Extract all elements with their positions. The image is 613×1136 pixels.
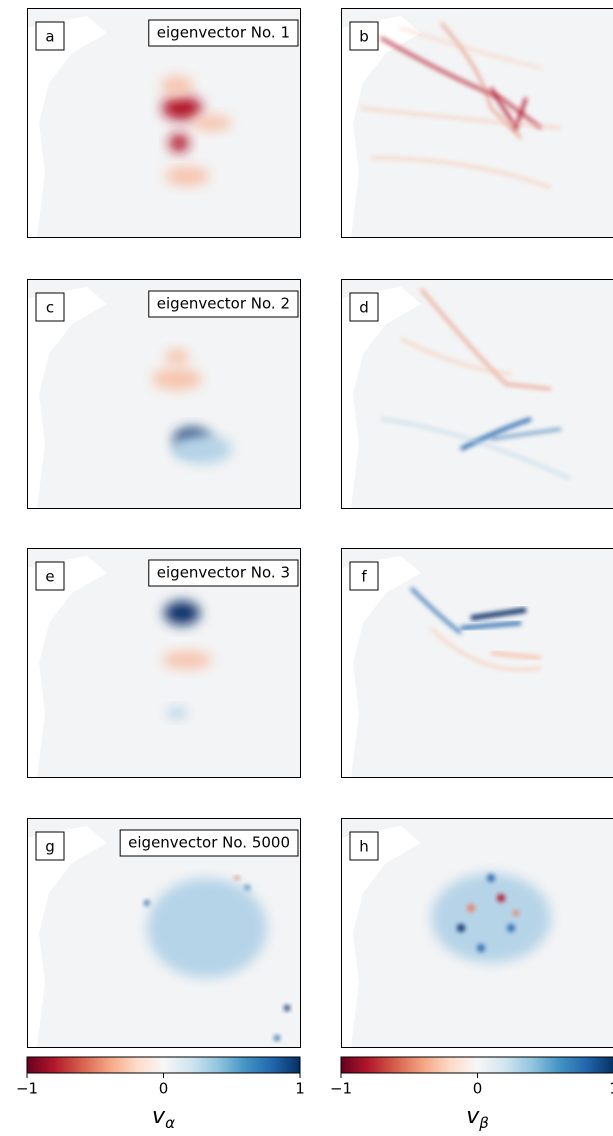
panel-label: f bbox=[361, 568, 367, 586]
colorbar-gradient bbox=[27, 1057, 300, 1073]
panel-title: eigenvector No. 5000 bbox=[128, 834, 290, 852]
colorbar-tick-label: 0 bbox=[159, 1080, 169, 1098]
field-blob bbox=[147, 878, 267, 978]
colorbar-tick-label: −1 bbox=[16, 1080, 38, 1098]
colorbar: −1 0 1 vα bbox=[16, 1057, 305, 1132]
field-blob bbox=[234, 876, 240, 880]
panel-title: eigenvector No. 2 bbox=[157, 295, 290, 313]
field-blob bbox=[477, 944, 485, 952]
colorbar-gradient bbox=[341, 1057, 613, 1073]
field-blob bbox=[431, 873, 551, 963]
field-blob bbox=[169, 134, 189, 152]
field-blob bbox=[161, 76, 193, 96]
panel-label: h bbox=[359, 838, 369, 856]
colorbar-label-sub: β bbox=[478, 1114, 489, 1132]
field-blob bbox=[457, 924, 465, 932]
panel-label: b bbox=[359, 28, 369, 46]
field-blob bbox=[192, 115, 232, 131]
field-blob bbox=[497, 894, 505, 902]
panel: f bbox=[341, 548, 613, 778]
field-blob bbox=[507, 924, 515, 932]
panel: e eigenvector No. 3 bbox=[27, 548, 301, 778]
field-blob bbox=[164, 601, 200, 625]
field-blob bbox=[162, 96, 202, 120]
colorbar-tick-label: 0 bbox=[473, 1080, 483, 1098]
field-blob bbox=[144, 900, 150, 906]
field-blob bbox=[513, 910, 519, 916]
panel: c eigenvector No. 2 bbox=[27, 279, 301, 509]
field-blob bbox=[162, 651, 212, 669]
colorbar-label: vβ bbox=[466, 1104, 489, 1132]
panel-label: d bbox=[359, 299, 369, 317]
field-blob bbox=[172, 434, 232, 464]
panel: h bbox=[341, 818, 613, 1048]
panel-label: g bbox=[45, 838, 55, 856]
panel-title: eigenvector No. 1 bbox=[157, 24, 290, 42]
field-blob bbox=[274, 1035, 280, 1041]
panel: b bbox=[341, 8, 613, 238]
panel-label: a bbox=[45, 28, 54, 46]
colorbar-label-main: v bbox=[152, 1104, 166, 1129]
field-blob bbox=[165, 349, 189, 365]
colorbar-tick-label: −1 bbox=[330, 1080, 352, 1098]
panel-title: eigenvector No. 3 bbox=[157, 564, 290, 582]
field-blob bbox=[487, 874, 495, 882]
panel-label: e bbox=[45, 568, 54, 586]
panel: g eigenvector No. 5000 bbox=[27, 818, 301, 1048]
colorbar-tick-label: 1 bbox=[609, 1080, 613, 1098]
colorbar-label: vα bbox=[152, 1104, 175, 1132]
field-blob bbox=[284, 1005, 290, 1011]
colorbar-label-main: v bbox=[466, 1104, 480, 1129]
field-blob bbox=[467, 904, 475, 912]
colorbar-label-sub: α bbox=[165, 1114, 175, 1132]
field-blob bbox=[152, 368, 202, 390]
field-blob bbox=[167, 707, 187, 719]
panel-label: c bbox=[46, 299, 54, 317]
colorbar: −1 0 1 vβ bbox=[330, 1057, 613, 1132]
panel: a eigenvector No. 1 bbox=[27, 8, 301, 238]
colorbar-tick-label: 1 bbox=[295, 1080, 305, 1098]
field-blob bbox=[165, 166, 209, 186]
panel: d bbox=[341, 279, 613, 509]
